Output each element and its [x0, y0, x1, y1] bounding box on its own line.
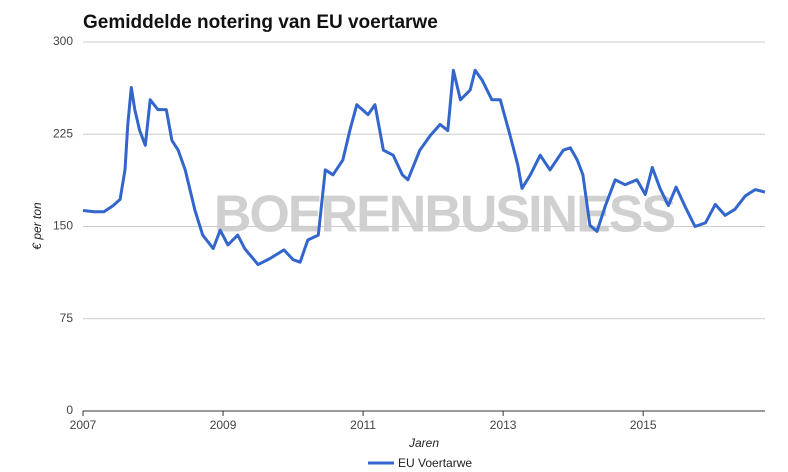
- line-series: [82, 68, 766, 267]
- y-tick-label: 300: [53, 34, 73, 48]
- y-tick-label: 0: [66, 403, 73, 417]
- y-axis-label: € per ton: [30, 202, 44, 250]
- x-tick-label: 2015: [630, 418, 657, 432]
- x-tick-label: 2009: [210, 418, 237, 432]
- x-tick-label: 2011: [350, 418, 376, 432]
- chart-title: Gemiddelde notering van EU voertarwe: [83, 12, 438, 33]
- x-axis-label: Jaren: [408, 436, 439, 450]
- y-tick-label: 150: [53, 219, 73, 233]
- watermark: BOERENBUSINESS: [214, 186, 675, 244]
- legend-label: EU Voertarwe: [398, 456, 472, 470]
- y-tick-label: 225: [53, 126, 73, 140]
- x-tick-label: 2013: [490, 418, 517, 432]
- x-tick-label: 2007: [70, 418, 97, 432]
- y-tick-label: 75: [60, 311, 74, 325]
